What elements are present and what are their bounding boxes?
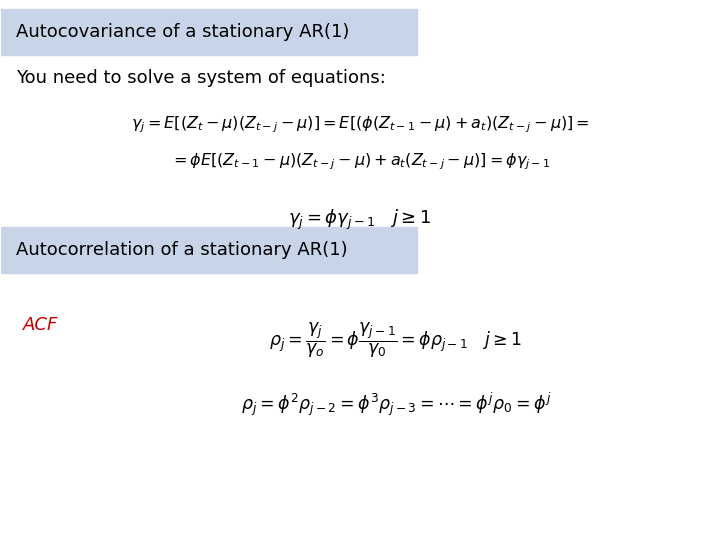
Text: Autocovariance of a stationary AR(1): Autocovariance of a stationary AR(1) — [16, 23, 349, 41]
FancyBboxPatch shape — [1, 9, 418, 55]
FancyBboxPatch shape — [1, 227, 418, 273]
Text: $\gamma_j = \phi\gamma_{j-1} \quad j \geq 1$: $\gamma_j = \phi\gamma_{j-1} \quad j \ge… — [289, 208, 431, 232]
Text: $= \phi E\left[(Z_{t-1}-\mu)(Z_{t-j}-\mu)+a_t(Z_{t-j}-\mu)\right] = \phi\gamma_{: $= \phi E\left[(Z_{t-1}-\mu)(Z_{t-j}-\mu… — [170, 152, 550, 172]
Text: You need to solve a system of equations:: You need to solve a system of equations: — [16, 69, 386, 86]
Text: Autocorrelation of a stationary AR(1): Autocorrelation of a stationary AR(1) — [16, 241, 347, 259]
Text: $\rho_j = \dfrac{\gamma_j}{\gamma_o} = \phi\dfrac{\gamma_{j-1}}{\gamma_0} = \phi: $\rho_j = \dfrac{\gamma_j}{\gamma_o} = \… — [269, 321, 523, 360]
Text: $\rho_j = \phi^2\rho_{j-2} = \phi^3\rho_{j-3} = \cdots = \phi^j\rho_0 = \phi^j$: $\rho_j = \phi^2\rho_{j-2} = \phi^3\rho_… — [240, 391, 551, 418]
Text: ACF: ACF — [23, 316, 58, 334]
Text: $\gamma_j = E\left[(Z_t-\mu)(Z_{t-j}-\mu)\right] = E\left[(\phi(Z_{t-1}-\mu)+a_t: $\gamma_j = E\left[(Z_t-\mu)(Z_{t-j}-\mu… — [130, 114, 590, 135]
